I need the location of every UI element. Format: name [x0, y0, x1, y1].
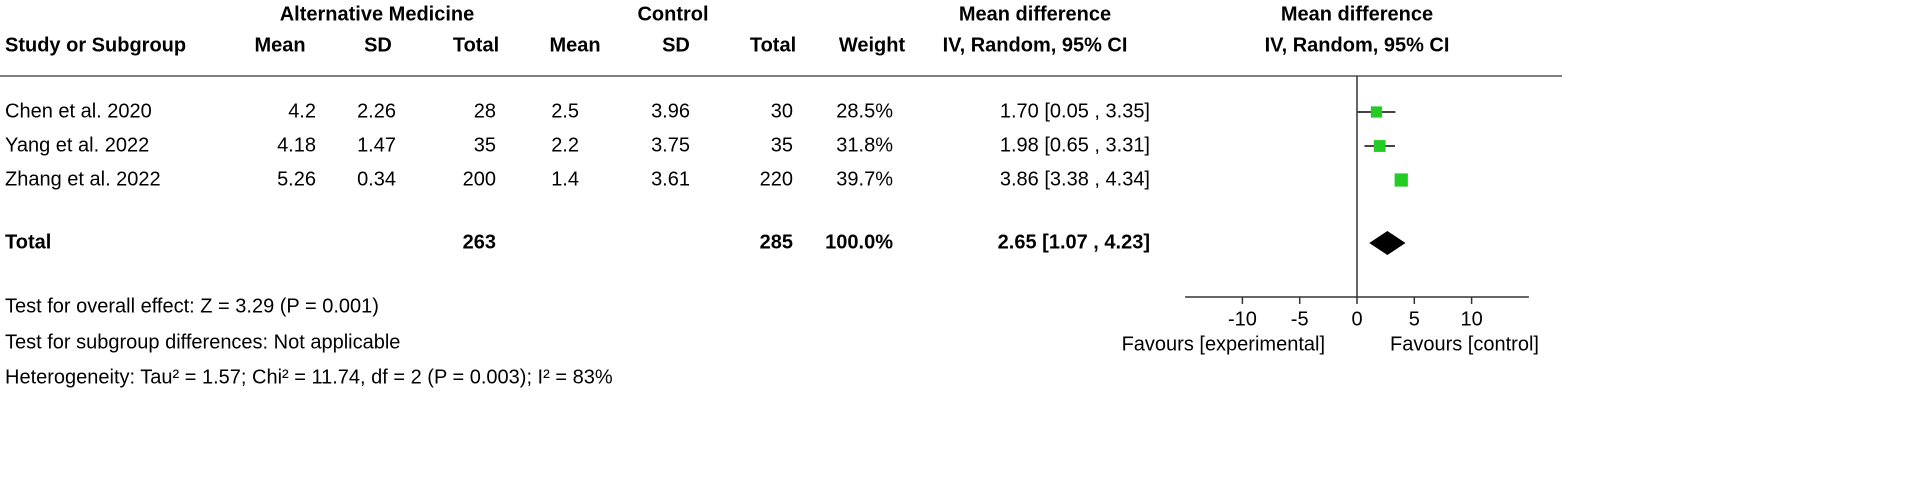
column-header: Total — [453, 34, 499, 56]
x-tick-label: -10 — [1228, 308, 1257, 330]
table-cell: 35 — [771, 134, 793, 156]
table-cell: 2.65 [1.07 , 4.23] — [998, 231, 1150, 253]
table-cell: 2.26 — [357, 100, 396, 122]
table-cell: 4.18 — [277, 134, 316, 156]
column-header: Total — [750, 34, 796, 56]
table-cell: 31.8% — [836, 134, 893, 156]
x-label: Favours [experimental] — [1122, 333, 1325, 355]
table-cell: 28 — [474, 100, 496, 122]
footnote: Heterogeneity: Tau² = 1.57; Chi² = 11.74… — [5, 366, 613, 388]
column-header: IV, Random, 95% CI — [1265, 34, 1450, 56]
table-cell: 3.75 — [651, 134, 690, 156]
group-header: Mean difference — [1281, 3, 1433, 25]
table-cell: 4.2 — [288, 100, 316, 122]
x-tick-label: 10 — [1460, 308, 1482, 330]
table-cell: 1.70 [0.05 , 3.35] — [1000, 100, 1150, 122]
table-cell: 263 — [463, 231, 496, 253]
group-header: Control — [637, 3, 708, 25]
x-tick-label: -5 — [1291, 308, 1309, 330]
table-cell: 100.0% — [825, 231, 893, 253]
column-header: IV, Random, 95% CI — [943, 34, 1128, 56]
table-cell: 3.86 [3.38 , 4.34] — [1000, 168, 1150, 190]
study-name: Zhang et al. 2022 — [5, 168, 161, 190]
table-cell: 2.2 — [551, 134, 579, 156]
table-cell: 3.61 — [651, 168, 690, 190]
pooled-diamond — [1369, 231, 1406, 255]
column-header: SD — [662, 34, 690, 56]
study-name: Total — [5, 231, 51, 253]
table-cell: 220 — [760, 168, 793, 190]
x-label: Favours [control] — [1390, 333, 1539, 355]
footnote: Test for overall effect: Z = 3.29 (P = 0… — [5, 295, 379, 317]
table-cell: 1.47 — [357, 134, 396, 156]
table-cell: 35 — [474, 134, 496, 156]
table-cell: 3.96 — [651, 100, 690, 122]
table-cell: 28.5% — [836, 100, 893, 122]
column-header: Study or Subgroup — [5, 34, 186, 56]
effect-square — [1373, 140, 1386, 152]
table-cell: 39.7% — [836, 168, 893, 190]
column-header: Mean — [254, 34, 305, 56]
study-name: Yang et al. 2022 — [5, 134, 149, 156]
group-header: Alternative Medicine — [280, 3, 475, 25]
x-tick-label: 5 — [1409, 308, 1420, 330]
table-cell: 200 — [463, 168, 496, 190]
column-header: Mean — [549, 34, 600, 56]
column-header: Weight — [839, 34, 906, 56]
table-cell: 0.34 — [357, 168, 396, 190]
footnote: Test for subgroup differences: Not appli… — [5, 331, 400, 353]
effect-square — [1370, 106, 1383, 118]
table-cell: 1.98 [0.65 , 3.31] — [1000, 134, 1150, 156]
table-cell: 30 — [771, 100, 793, 122]
group-header: Mean difference — [959, 3, 1111, 25]
table-cell: 1.4 — [551, 168, 579, 190]
x-tick-label: 0 — [1351, 308, 1362, 330]
table-cell: 5.26 — [277, 168, 316, 190]
table-cell: 2.5 — [551, 100, 579, 122]
column-header: SD — [364, 34, 392, 56]
table-cell: 285 — [760, 231, 793, 253]
study-name: Chen et al. 2020 — [5, 100, 152, 122]
effect-square — [1394, 173, 1408, 187]
